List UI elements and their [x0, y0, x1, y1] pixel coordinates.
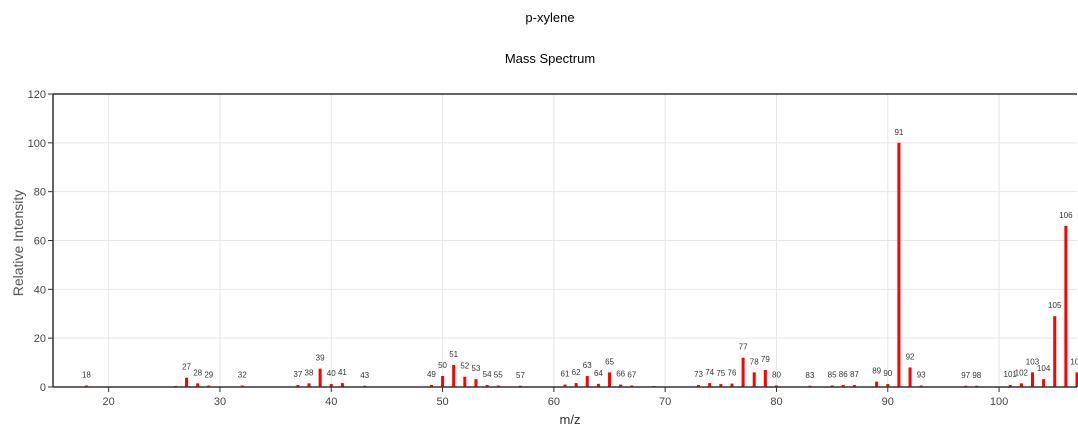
y-tick-label: 120	[28, 89, 46, 101]
bar	[608, 372, 611, 387]
bar-label: 63	[583, 361, 592, 370]
bar-label: 85	[828, 371, 837, 380]
bar-label: 65	[605, 357, 614, 366]
y-tick-label: 0	[40, 382, 46, 394]
bar-label: 87	[850, 370, 859, 379]
x-tick-label: 90	[882, 396, 894, 408]
bar-label: 83	[805, 371, 814, 380]
bar-label: 57	[516, 371, 525, 380]
bar-label: 27	[182, 363, 191, 372]
bar	[474, 379, 477, 387]
bar-label: 90	[883, 369, 892, 378]
y-tick-label: 40	[34, 284, 46, 296]
bar-label: 92	[906, 352, 915, 361]
bar-label: 67	[627, 371, 636, 380]
bar-label: 61	[561, 370, 570, 379]
x-tick-label: 100	[990, 396, 1008, 408]
chart-title: p-xylene	[525, 10, 574, 25]
x-tick-label: 70	[659, 396, 671, 408]
bar	[875, 382, 878, 387]
bar	[1053, 316, 1056, 387]
bars	[85, 143, 1078, 387]
y-tick-label: 60	[34, 236, 46, 248]
gridlines	[53, 94, 1077, 387]
bar	[764, 370, 767, 387]
axes: 0 20 40 60 80 100 120 20 30 40 50 60 70 80 90 100	[28, 89, 1077, 408]
bar-label: 91	[894, 128, 903, 137]
bar-label: 98	[972, 371, 981, 380]
bar-label: 39	[316, 354, 325, 363]
bar-label: 77	[739, 343, 748, 352]
bar-label: 78	[750, 357, 759, 366]
bar-label: 37	[293, 370, 302, 379]
bar-label: 28	[193, 368, 202, 377]
bar-label: 54	[483, 370, 492, 379]
bar-label: 18	[82, 371, 91, 380]
bar-label: 93	[917, 371, 926, 380]
bar	[441, 376, 444, 387]
bar-label: 55	[494, 371, 503, 380]
bar-label: 53	[472, 364, 481, 373]
bar-label: 38	[305, 368, 314, 377]
bar-label: 50	[438, 361, 447, 370]
bar-label: 102	[1015, 368, 1029, 377]
bar-label: 97	[961, 371, 970, 380]
x-tick-label: 60	[548, 396, 560, 408]
x-tick-label: 20	[103, 396, 115, 408]
bar	[1064, 226, 1067, 387]
bar	[452, 365, 455, 387]
bar-label: 89	[872, 367, 881, 376]
bar-label: 64	[594, 369, 603, 378]
bar-label: 41	[338, 368, 347, 377]
bar-label: 75	[716, 369, 725, 378]
bar	[319, 369, 322, 387]
y-axis-label: Relative Intensity	[10, 190, 26, 297]
bar-label: 43	[360, 371, 369, 380]
bar-label: 52	[460, 362, 469, 371]
y-tick-label: 20	[34, 333, 46, 345]
bar-label: 66	[616, 370, 625, 379]
bar-label: 32	[238, 371, 247, 380]
bar-label: 106	[1059, 211, 1073, 220]
x-tick-label: 30	[214, 396, 226, 408]
chart-subtitle: Mass Spectrum	[505, 51, 595, 66]
bar-label: 79	[761, 355, 770, 364]
bar-label: 104	[1037, 364, 1051, 373]
bar	[1042, 379, 1045, 387]
x-tick-label: 40	[325, 396, 337, 408]
y-tick-label: 100	[28, 138, 46, 150]
bar	[463, 377, 466, 387]
bar	[185, 378, 188, 387]
bar-label: 49	[427, 370, 436, 379]
bar-label: 74	[705, 368, 714, 377]
x-tick-label: 50	[436, 396, 448, 408]
bar	[586, 376, 589, 387]
bar-label: 29	[204, 371, 213, 380]
bar-label: 107	[1070, 357, 1078, 366]
y-tick-label: 80	[34, 187, 46, 199]
bar-label: 86	[839, 370, 848, 379]
bar	[753, 372, 756, 387]
bar-label: 51	[449, 350, 458, 359]
bar-label: 76	[728, 369, 737, 378]
bar	[1031, 372, 1034, 387]
x-axis-label: m/z	[560, 412, 581, 427]
bar	[909, 367, 912, 387]
bar-label: 73	[694, 370, 703, 379]
bar	[742, 358, 745, 387]
bar-label: 40	[327, 369, 336, 378]
bar-label: 80	[772, 371, 781, 380]
x-tick-label: 80	[770, 396, 782, 408]
bar	[897, 143, 900, 387]
bar-label: 62	[572, 368, 581, 377]
bar-label: 105	[1048, 301, 1062, 310]
